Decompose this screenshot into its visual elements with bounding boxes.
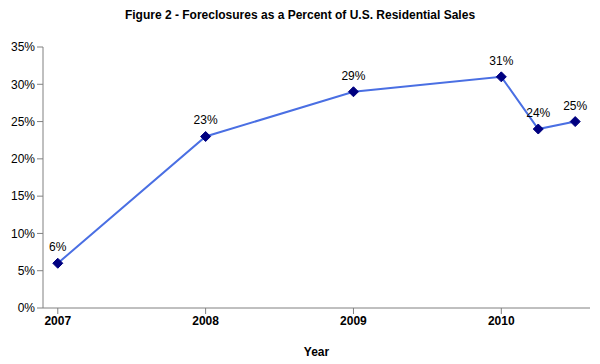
svg-text:Year: Year — [304, 345, 330, 359]
html-text:Figure 2 - Foreclosures as a P: Figure 2 - Foreclosures as a Percent of … — [124, 8, 476, 22]
svg-text:24%: 24% — [526, 106, 550, 120]
svg-text:5%: 5% — [18, 264, 36, 278]
svg-text:2009: 2009 — [340, 314, 367, 328]
svg-text:35%: 35% — [11, 40, 35, 54]
svg-text:29%: 29% — [341, 69, 365, 83]
svg-text:25%: 25% — [11, 115, 35, 129]
svg-text:2010: 2010 — [488, 314, 515, 328]
svg-text:15%: 15% — [11, 189, 35, 203]
svg-text:23%: 23% — [194, 113, 218, 127]
svg-text:2007: 2007 — [44, 314, 71, 328]
svg-text:25%: 25% — [563, 99, 587, 113]
svg-text:2008: 2008 — [192, 314, 219, 328]
svg-text:6%: 6% — [49, 240, 67, 254]
svg-text:31%: 31% — [489, 54, 513, 68]
svg-text:30%: 30% — [11, 78, 35, 92]
svg-text:20%: 20% — [11, 152, 35, 166]
svg-text:0%: 0% — [18, 301, 36, 315]
svg-text:10%: 10% — [11, 227, 35, 241]
